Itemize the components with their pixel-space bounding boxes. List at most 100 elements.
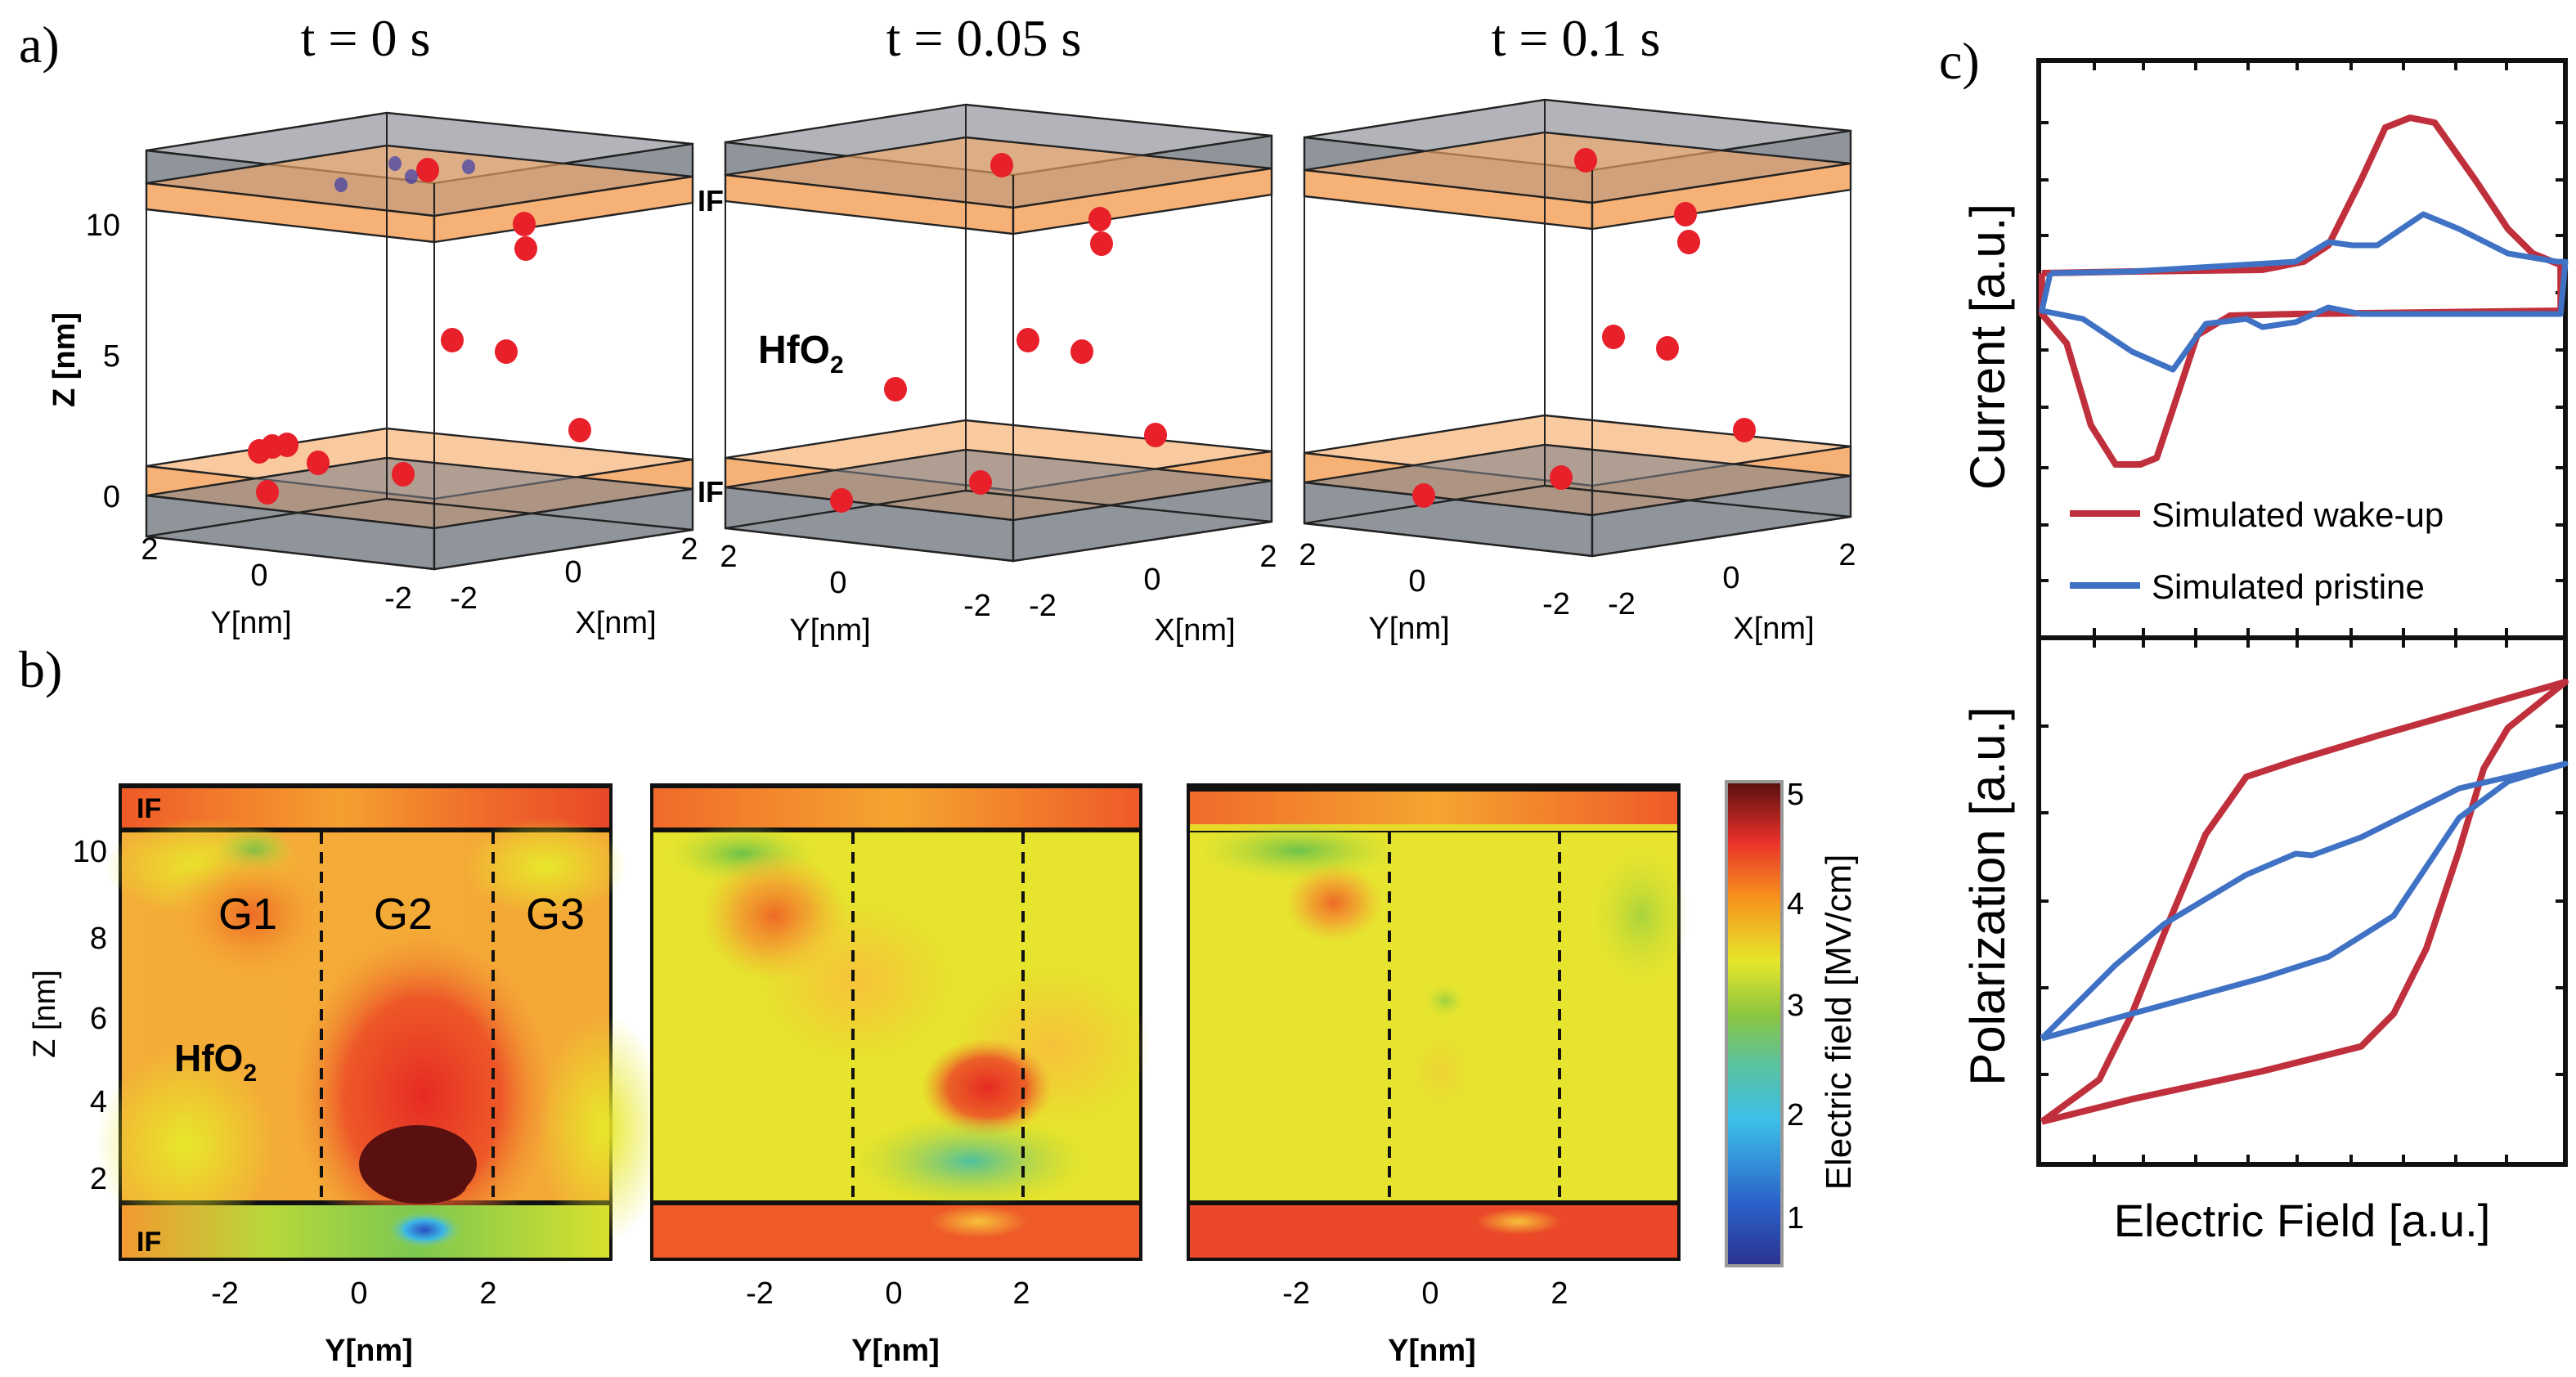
current-axis-label: Current [a.u.]	[1960, 204, 2015, 490]
x-axis-label: X[nm]	[575, 606, 656, 640]
z-tick: 10	[86, 209, 120, 243]
y-axis-label: Y[nm]	[1368, 612, 1449, 646]
oxygen-ion-dot	[334, 177, 348, 192]
y-tick: -2	[963, 589, 991, 623]
series-1-line	[2040, 760, 2569, 1042]
y-axis-label: Y[nm]	[851, 1334, 940, 1368]
series-0-line	[2040, 679, 2569, 1125]
panel-a-title-1: t = 0.05 s	[886, 9, 1082, 67]
polarization-axis-label: Polarization [a.u.]	[1960, 706, 2015, 1086]
oxygen-vacancy-dot	[1070, 339, 1093, 364]
panel-label-c: c)	[1939, 32, 1980, 90]
oxygen-vacancy-dot	[1088, 207, 1111, 231]
y-axis-label: Y[nm]	[325, 1334, 413, 1368]
legend-label-wakeup: Simulated wake-up	[2152, 496, 2444, 534]
oxygen-vacancy-dot	[416, 158, 439, 182]
simulated-pristine-line	[2039, 211, 2569, 373]
oxygen-vacancy-dot	[1733, 418, 1756, 442]
x-axis-label: X[nm]	[1154, 613, 1235, 648]
y-tick: 0	[250, 558, 267, 593]
y-tick: 2	[1551, 1276, 1568, 1311]
oxygen-vacancy-dot	[1574, 148, 1597, 173]
oxygen-vacancy-dot	[969, 470, 992, 495]
colorbar: 5 4 3 2 1 Electric field [MV/cm]	[1725, 778, 1859, 1267]
oxygen-ion-dot	[405, 169, 418, 184]
heatmap-t0: IF IF G1 G2 G3 HfO2	[96, 783, 668, 1261]
3d-box-t0	[145, 111, 694, 571]
current-plot-frame	[2036, 58, 2568, 640]
grain-label-g3: G3	[526, 890, 585, 939]
if-label-bottom: IF	[137, 1227, 161, 1258]
x-tick: 0	[1722, 561, 1739, 595]
x-tick: -2	[450, 581, 478, 616]
y-axis-label: Y[nm]	[1388, 1334, 1476, 1368]
z-axis-label: Z [nm]	[47, 312, 82, 407]
panel-a-title-2: t = 0.1 s	[1492, 9, 1661, 67]
if-label-top: IF	[698, 184, 724, 218]
3d-box-t01	[1303, 98, 1852, 558]
simulated-wake-up-line	[2038, 114, 2565, 468]
colorbar-tick: 2	[1787, 1098, 1804, 1133]
oxygen-vacancy-dot	[1674, 202, 1697, 227]
3d-box-t005	[724, 103, 1273, 563]
oxygen-vacancy-dot	[1656, 336, 1679, 361]
oxygen-vacancy-dot	[1550, 465, 1573, 490]
oxygen-vacancy-dot	[1090, 231, 1113, 256]
oxygen-ion-dot	[462, 159, 475, 174]
oxygen-vacancy-dot	[441, 328, 464, 352]
if-label-top: IF	[137, 793, 161, 824]
oxygen-vacancy-dot	[1677, 230, 1700, 254]
y-tick: 2	[1012, 1276, 1030, 1311]
legend-label-pristine: Simulated pristine	[2152, 567, 2425, 606]
y-tick: 0	[1421, 1276, 1438, 1311]
y-tick: 0	[885, 1276, 902, 1311]
panel-b-axes: 10 8 6 4 2 Z [nm] -2 0 2 Y[nm] -2 0 2 Y[…	[28, 835, 1568, 1368]
oxygen-vacancy-dot	[1602, 325, 1625, 349]
colorbar-tick: 1	[1787, 1201, 1804, 1236]
colorbar-tick: 4	[1787, 887, 1804, 922]
panel-label-a: a)	[19, 16, 60, 74]
x-tick: 2	[680, 532, 698, 567]
grain-label-g2: G2	[374, 890, 433, 939]
z-tick: 0	[103, 480, 120, 514]
z-axis-label: Z [nm]	[28, 970, 62, 1058]
electric-field-axis-label: Electric Field [a.u.]	[2114, 1195, 2491, 1246]
oxygen-vacancy-dot	[513, 212, 536, 236]
y-tick: -2	[1282, 1276, 1310, 1311]
panel-c-plots: Simulated wake-up Simulated pristine Cur…	[1960, 58, 2569, 1246]
oxygen-vacancy-dot	[1016, 328, 1039, 352]
z-tick: 2	[90, 1162, 107, 1196]
oxygen-vacancy-dot	[884, 377, 907, 401]
panel-label-b: b)	[19, 640, 62, 698]
oxygen-vacancy-dot	[514, 236, 537, 261]
y-tick: -2	[1542, 587, 1570, 621]
oxygen-vacancy-dot	[276, 433, 298, 457]
y-tick: 0	[350, 1276, 367, 1311]
y-axis-label: Y[nm]	[210, 606, 291, 640]
oxygen-vacancy-dot	[1412, 483, 1435, 508]
oxygen-vacancy-dot	[392, 462, 415, 487]
x-axis-label: X[nm]	[1733, 612, 1814, 646]
x-tick: 2	[1259, 540, 1277, 574]
panel-a-axes: 10 5 0 Z [nm]	[47, 209, 120, 514]
y-tick: 2	[1299, 538, 1316, 572]
y-tick: 2	[720, 540, 737, 574]
colorbar-tick: 5	[1787, 778, 1804, 812]
x-tick: -2	[1608, 587, 1636, 621]
panel-a-title-0: t = 0 s	[301, 9, 431, 67]
colorbar-tick: 3	[1787, 989, 1804, 1023]
z-tick: 8	[90, 922, 107, 956]
y-tick: 2	[141, 532, 158, 567]
if-label-bottom: IF	[698, 475, 724, 509]
oxygen-vacancy-dot	[495, 339, 518, 364]
colorbar-gradient	[1728, 783, 1780, 1264]
oxygen-vacancy-dot	[830, 488, 853, 513]
oxygen-ion-dot	[388, 156, 402, 171]
heatmap-t005	[650, 783, 1151, 1261]
z-tick: 6	[90, 1002, 107, 1036]
x-tick: 2	[1838, 538, 1856, 572]
x-tick: -2	[1029, 589, 1057, 623]
z-tick: 10	[73, 835, 107, 869]
grain-label-g1: G1	[218, 890, 277, 939]
